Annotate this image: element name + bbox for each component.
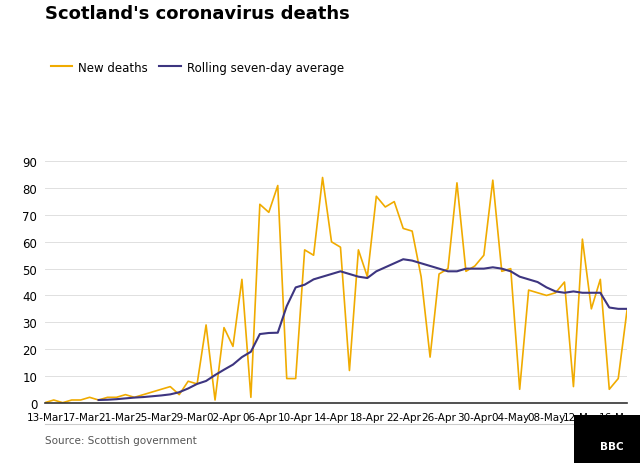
Line: Rolling seven-day average: Rolling seven-day average: [99, 260, 627, 400]
Text: Source: Scottish government: Source: Scottish government: [45, 435, 196, 445]
Legend: New deaths, Rolling seven-day average: New deaths, Rolling seven-day average: [51, 62, 344, 75]
New deaths: [184, 379, 192, 384]
Rolling seven-day average: [579, 290, 586, 296]
Line: New deaths: New deaths: [45, 178, 627, 403]
New deaths: [588, 307, 595, 312]
Text: BBC: BBC: [600, 441, 624, 451]
Text: Scotland's coronavirus deaths: Scotland's coronavirus deaths: [45, 5, 349, 23]
New deaths: [86, 394, 93, 400]
Rolling seven-day average: [623, 307, 631, 312]
New deaths: [319, 175, 326, 181]
Rolling seven-day average: [184, 386, 192, 391]
Rolling seven-day average: [498, 266, 506, 272]
Rolling seven-day average: [131, 395, 138, 400]
New deaths: [220, 325, 228, 331]
Rolling seven-day average: [292, 285, 300, 291]
New deaths: [292, 376, 300, 382]
Rolling seven-day average: [220, 367, 228, 373]
New deaths: [507, 266, 515, 272]
New deaths: [623, 307, 631, 312]
New deaths: [41, 400, 49, 406]
